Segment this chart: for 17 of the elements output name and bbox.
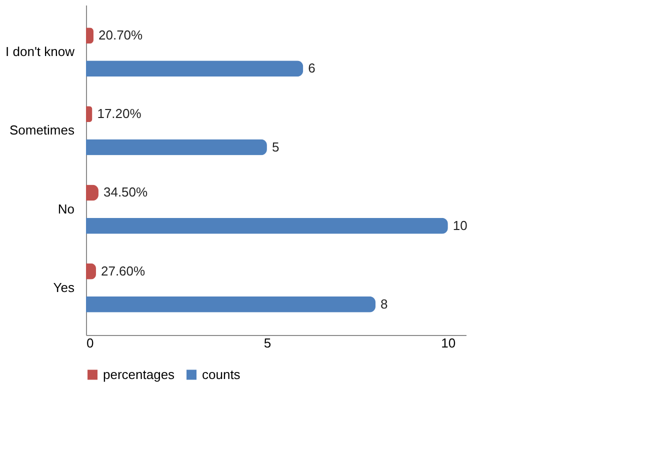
x-tick-label: 0 [86,336,94,350]
y-tick-label: I don't know [6,44,76,60]
x-tick-label: 5 [264,336,272,350]
data-label: 6 [308,60,316,76]
x-tick-label: 10 [441,336,456,350]
y-tick-label: No [58,201,74,216]
data-label: 20.70% [98,28,144,43]
data-label: 10 [452,218,468,233]
data-label: 17.20% [97,106,142,122]
legend-label: counts [202,366,241,382]
y-tick-label: Sometimes [9,122,75,138]
data-label: 8 [380,296,388,312]
legend-label: percentages [103,366,176,382]
data-label: 27.60% [100,263,146,278]
data-label: 5 [272,139,280,154]
data-label: 34.50% [103,184,148,200]
y-tick-label: Yes [53,280,75,295]
